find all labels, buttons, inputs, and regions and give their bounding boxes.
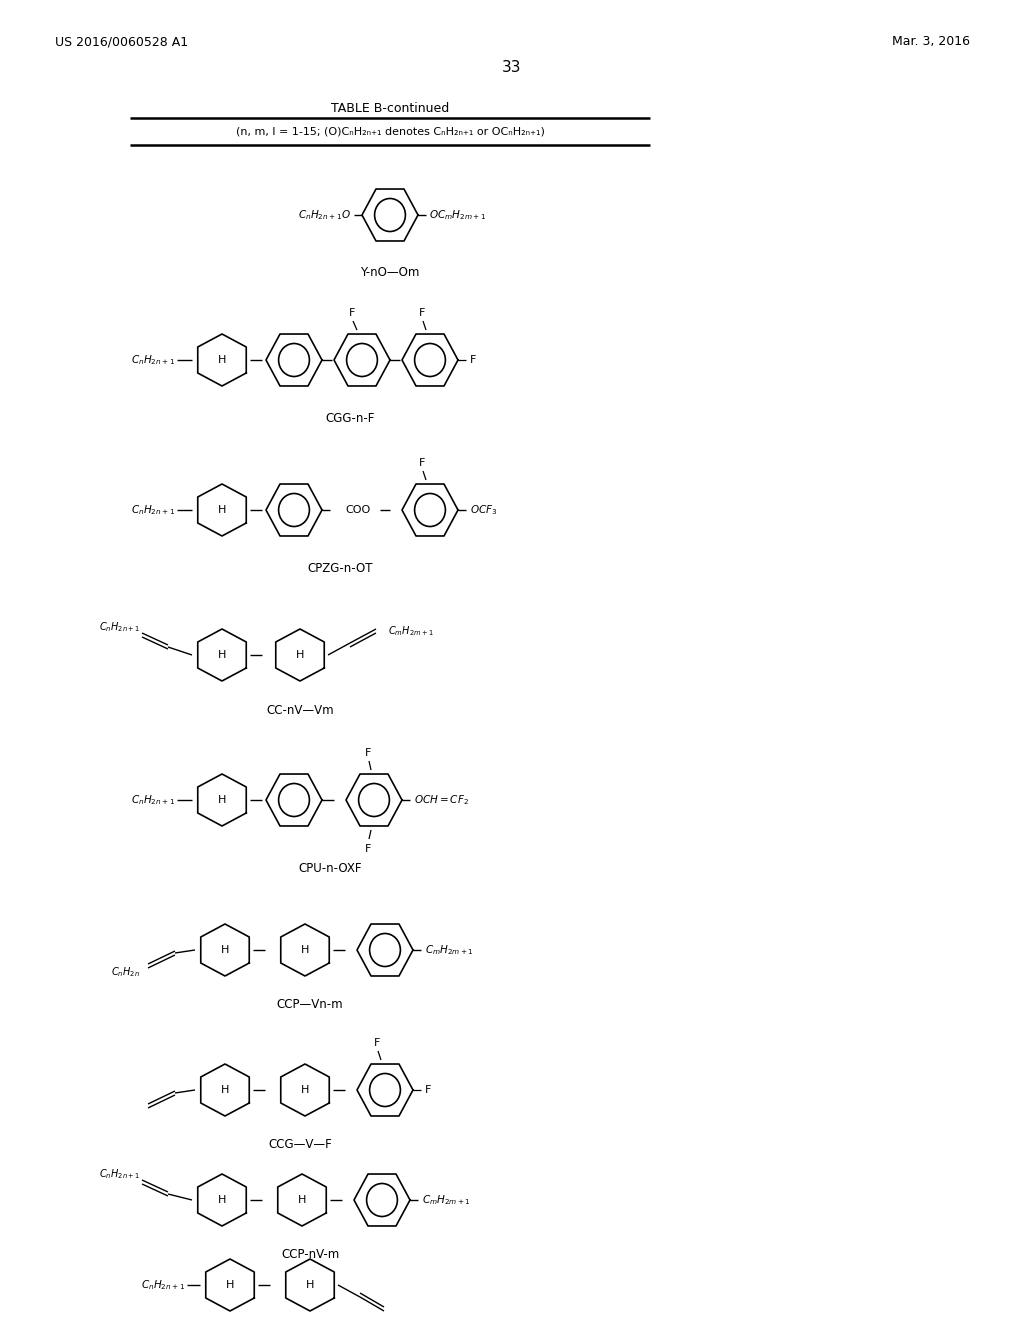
Text: $C_nH_{2n+1}$: $C_nH_{2n+1}$ <box>131 503 175 517</box>
Text: CC-nV—Vm: CC-nV—Vm <box>266 704 334 717</box>
Text: H: H <box>218 795 226 805</box>
Text: H: H <box>218 506 226 515</box>
Text: Y-nO—Om: Y-nO—Om <box>360 267 420 280</box>
Text: $C_mH_{2m+1}$: $C_mH_{2m+1}$ <box>388 624 434 638</box>
Text: (n, m, l = 1-15; (O)CₙH₂ₙ₊₁ denotes CₙH₂ₙ₊₁ or OCₙH₂ₙ₊₁): (n, m, l = 1-15; (O)CₙH₂ₙ₊₁ denotes CₙH₂… <box>236 127 545 137</box>
Text: H: H <box>218 355 226 366</box>
Text: H: H <box>306 1280 314 1290</box>
Text: 33: 33 <box>502 61 522 75</box>
Text: $C_nH_{2n+1}O$: $C_nH_{2n+1}O$ <box>298 209 351 222</box>
Text: F: F <box>365 748 371 758</box>
Text: Mar. 3, 2016: Mar. 3, 2016 <box>892 36 970 49</box>
Text: $C_mH_{2m+1}$: $C_mH_{2m+1}$ <box>422 1193 471 1206</box>
Text: H: H <box>218 649 226 660</box>
Text: CCP—Vn-m: CCP—Vn-m <box>276 998 343 1011</box>
Text: F: F <box>374 1038 380 1048</box>
Text: $C_nH_{2n+1}$: $C_nH_{2n+1}$ <box>131 354 175 367</box>
Text: F: F <box>419 458 425 469</box>
Text: CGG-n-F: CGG-n-F <box>326 412 375 425</box>
Text: H: H <box>226 1280 234 1290</box>
Text: $OCH{=}CF_2$: $OCH{=}CF_2$ <box>414 793 469 807</box>
Text: H: H <box>301 1085 309 1096</box>
Text: F: F <box>365 843 371 854</box>
Text: CPZG-n-OT: CPZG-n-OT <box>307 561 373 574</box>
Text: F: F <box>470 355 476 366</box>
Text: H: H <box>221 1085 229 1096</box>
Text: F: F <box>425 1085 431 1096</box>
Text: COO: COO <box>345 506 371 515</box>
Text: $C_nH_{2n+1}$: $C_nH_{2n+1}$ <box>141 1278 185 1292</box>
Text: $C_nH_{2n+1}$: $C_nH_{2n+1}$ <box>131 793 175 807</box>
Text: H: H <box>298 1195 306 1205</box>
Text: $OC_mH_{2m+1}$: $OC_mH_{2m+1}$ <box>429 209 486 222</box>
Text: H: H <box>218 1195 226 1205</box>
Text: US 2016/0060528 A1: US 2016/0060528 A1 <box>55 36 188 49</box>
Text: $C_mH_{2m+1}$: $C_mH_{2m+1}$ <box>425 942 474 957</box>
Text: H: H <box>301 945 309 954</box>
Text: CCG—V—F: CCG—V—F <box>268 1138 332 1151</box>
Text: H: H <box>221 945 229 954</box>
Text: $OCF_3$: $OCF_3$ <box>470 503 498 517</box>
Text: $C_nH_{2n+1}$: $C_nH_{2n+1}$ <box>98 1167 140 1181</box>
Text: F: F <box>419 308 425 318</box>
Text: $C_nH_{2n}$: $C_nH_{2n}$ <box>111 965 140 979</box>
Text: CCP-nV-m: CCP-nV-m <box>281 1249 339 1262</box>
Text: F: F <box>349 308 355 318</box>
Text: $C_nH_{2n+1}$: $C_nH_{2n+1}$ <box>98 620 140 634</box>
Text: H: H <box>296 649 304 660</box>
Text: CPU-n-OXF: CPU-n-OXF <box>298 862 361 874</box>
Text: TABLE B-continued: TABLE B-continued <box>331 102 450 115</box>
